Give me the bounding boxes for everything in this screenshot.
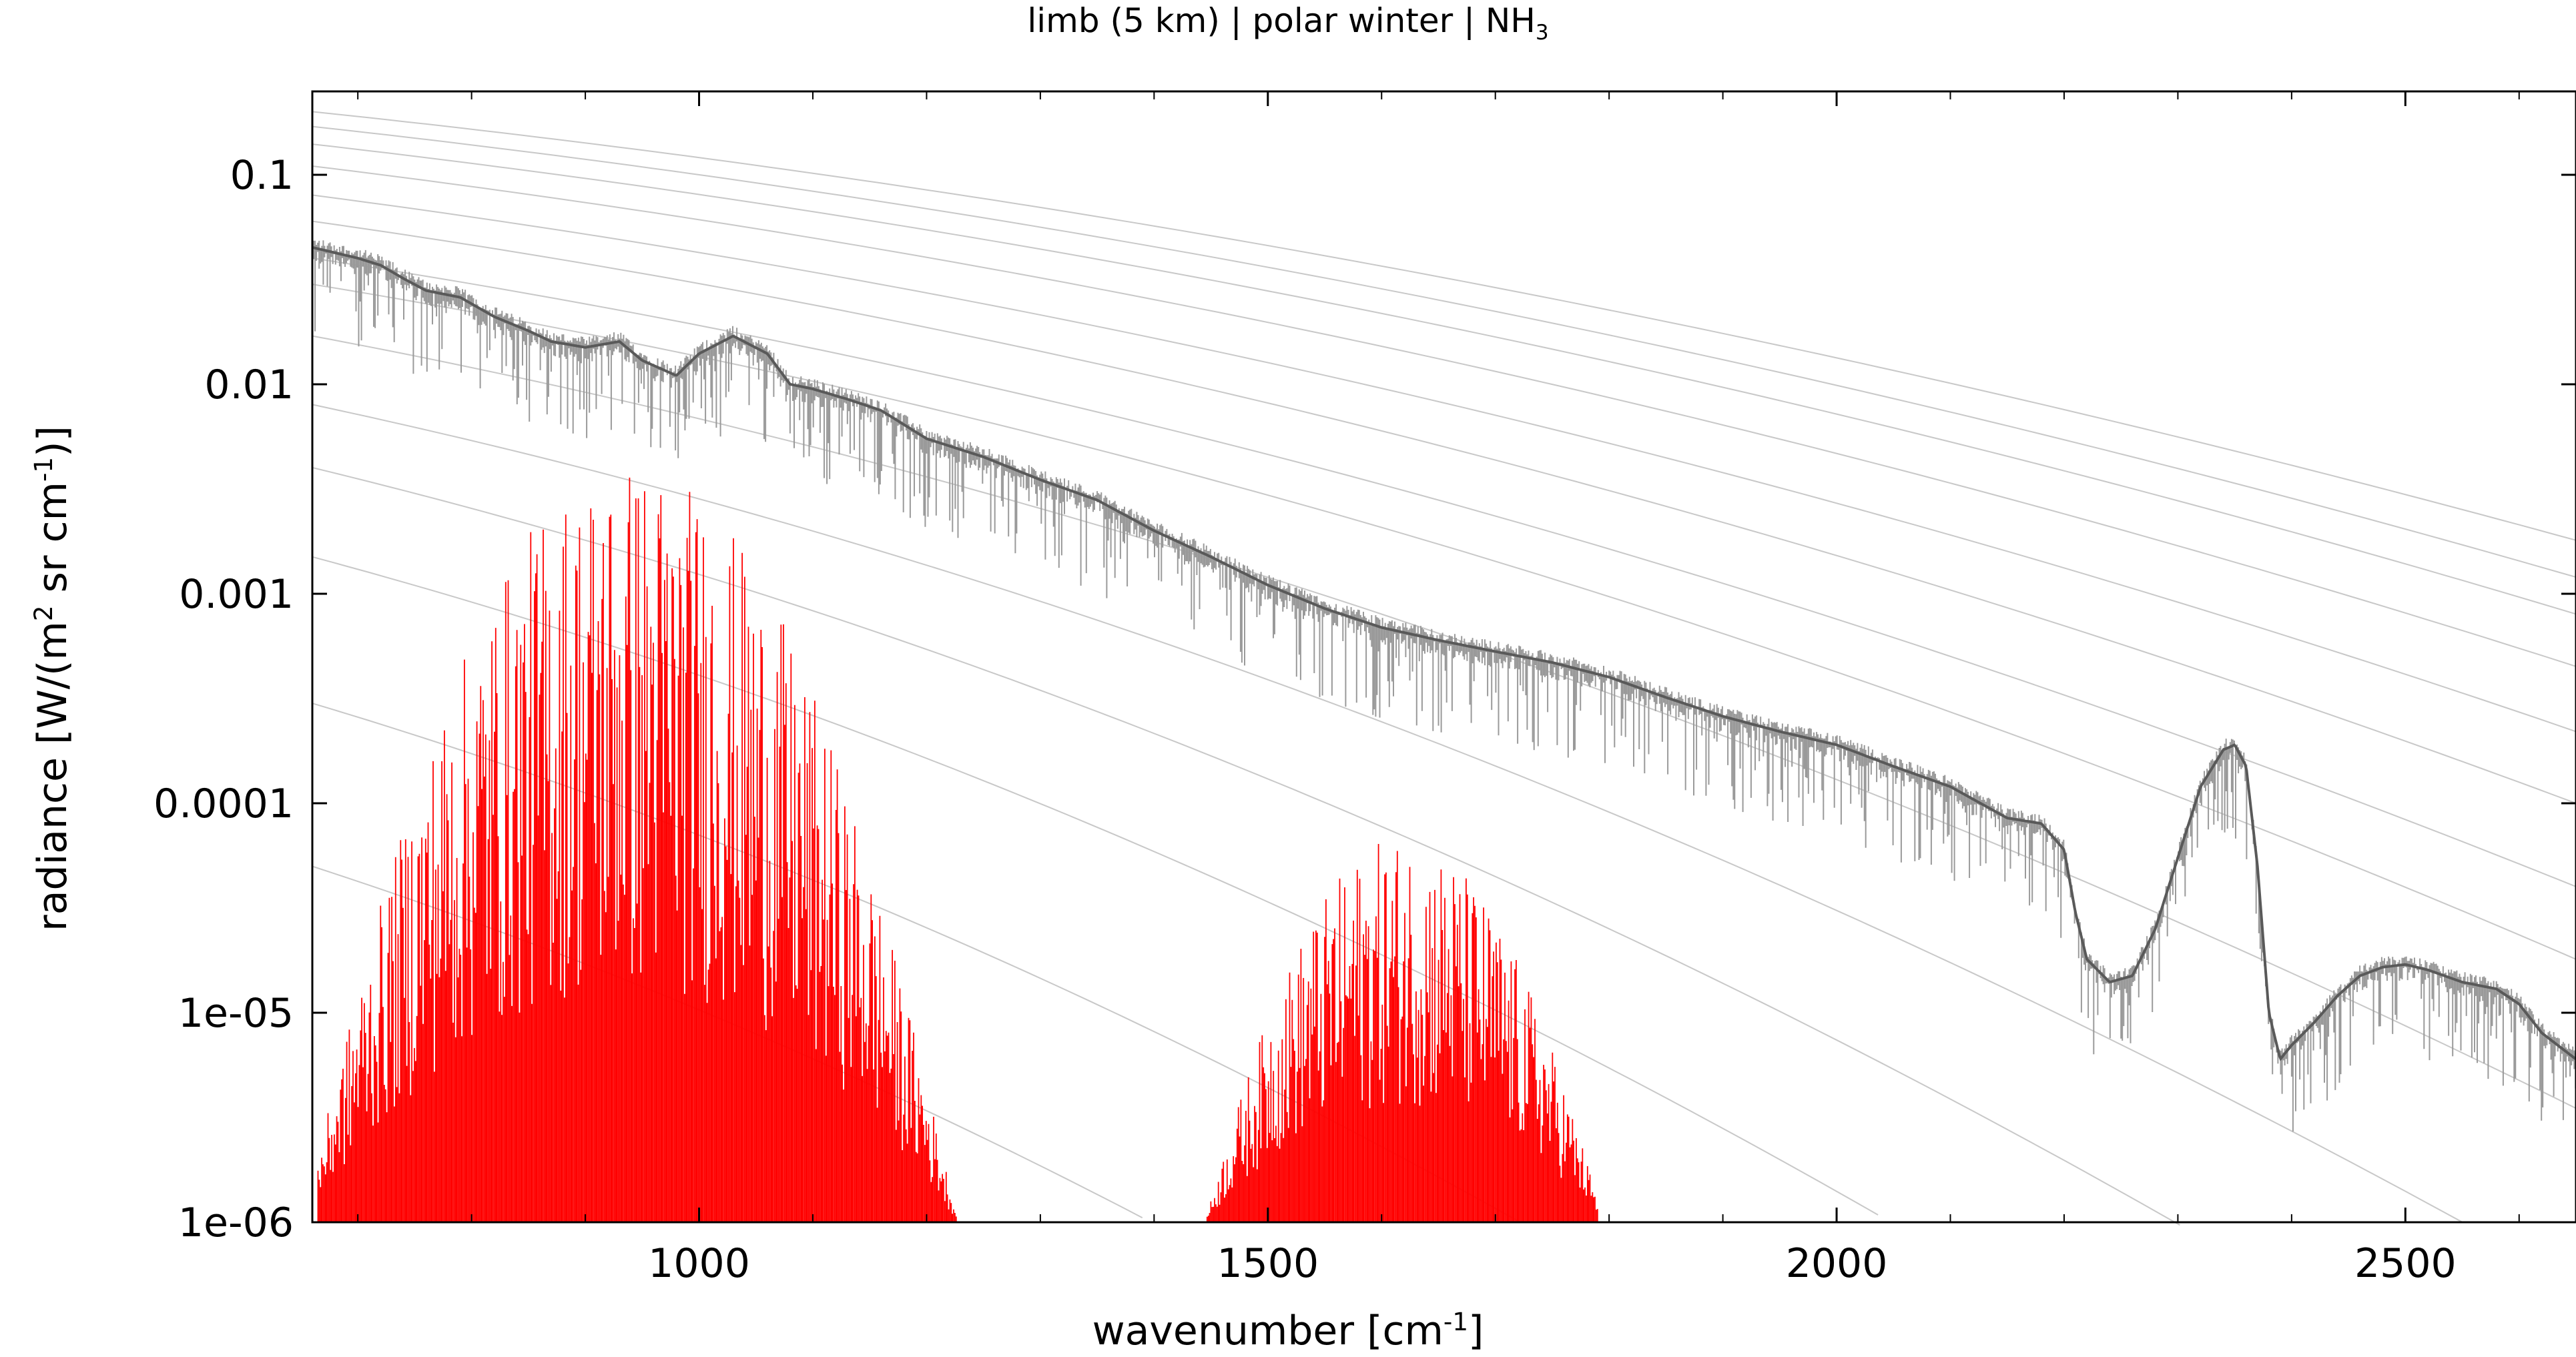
x-tick-label-2000: 2000 [1786, 1240, 1888, 1287]
x-tick-label-1500: 1500 [1217, 1240, 1319, 1287]
x-axis-label-sup: -1 [1443, 1307, 1469, 1336]
reference-curve-1 [312, 111, 2576, 541]
y-axis-label: radiance [W/(m2 sr cm-1)] [29, 426, 76, 931]
y-axis-label-sup2: -1 [29, 456, 58, 482]
y-axis-label-mid: sr cm [29, 481, 76, 606]
chart-title-text: limb (5 km) | polar winter | NH [1027, 1, 1536, 40]
x-tick-label-2500: 2500 [2354, 1240, 2457, 1287]
nh3-band-1 [317, 477, 958, 1222]
reference-curve-10 [312, 404, 2463, 1224]
x-axis-label-text: wavenumber [cm [1092, 1308, 1443, 1354]
x-tick-label-1000: 1000 [648, 1240, 750, 1287]
plot-frame [311, 90, 2576, 1224]
chart-title-subscript: 3 [1535, 21, 1549, 45]
reference-curve-11 [312, 466, 2180, 1226]
reference-curve-8 [312, 284, 2576, 960]
y-axis-label-sup1: 2 [29, 605, 58, 622]
reference-curve-2 [312, 125, 2576, 578]
x-axis-label: wavenumber [cm-1] [0, 1308, 2576, 1354]
chart-title: limb (5 km) | polar winter | NH3 [0, 0, 2576, 43]
x-axis-label-end: ] [1468, 1308, 1484, 1354]
total-radiance-series [312, 246, 2576, 1061]
y-tick-label-0.0001: 0.0001 [153, 781, 294, 827]
y-tick-label-1e-05: 1e-05 [178, 990, 294, 1037]
total-radiance-line [312, 246, 2576, 1061]
nh3-contribution-series [317, 477, 1598, 1222]
y-tick-label-0.01: 0.01 [204, 362, 294, 408]
reference-curve-4 [312, 165, 2576, 667]
reference-curve-5 [312, 194, 2576, 733]
reference-curve-7 [312, 257, 2576, 887]
y-axis-label-text: radiance [W/(m [29, 621, 76, 931]
nh3-band-2 [1205, 844, 1598, 1222]
reference-curve-12 [312, 556, 1879, 1216]
reference-curve-6 [312, 220, 2576, 804]
y-axis-label-end: )] [29, 426, 76, 457]
axis-ticks: 1000 1500 2000 2500 0.1 0.01 0.001 0.0001 1e-05 1… [153, 91, 2576, 1287]
y-tick-label-0.1: 0.1 [230, 152, 294, 199]
y-tick-label-0.001: 0.001 [179, 571, 294, 618]
reference-curve-3 [312, 143, 2576, 615]
y-tick-label-1e-06: 1e-06 [178, 1200, 294, 1246]
